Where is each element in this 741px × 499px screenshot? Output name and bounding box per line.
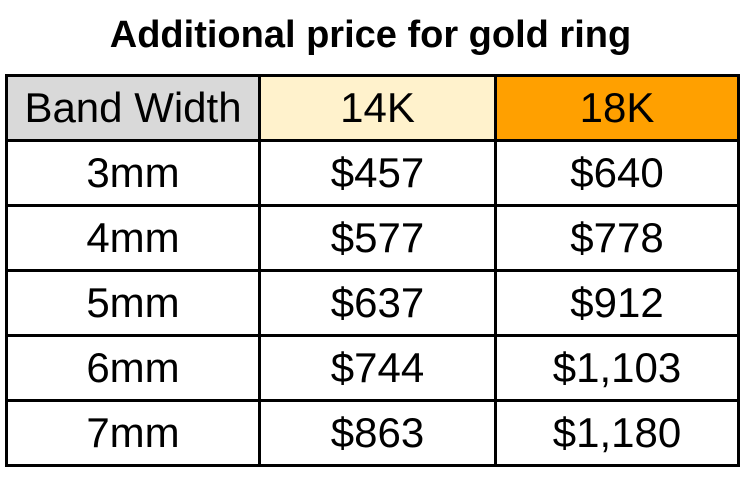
table-row: 7mm $863 $1,180 [5,398,740,467]
price-14k-cell: $637 [258,268,497,337]
price-14k-cell: $744 [258,333,497,402]
band-width-cell: 4mm [5,203,261,272]
table-body: 3mm $457 $640 4mm $577 $778 5mm $637 $912 6mm $744… [5,138,740,467]
price-18k-cell: $778 [494,203,740,272]
price-18k-cell: $640 [494,138,740,207]
gold-ring-price-table: Band Width 14K 18K 3mm $457 $640 4mm $577 $77… [5,73,740,467]
price-14k-cell: $863 [258,398,497,467]
band-width-cell: 7mm [5,398,261,467]
band-width-cell: 3mm [5,138,261,207]
price-14k-cell: $577 [258,203,497,272]
band-width-cell: 5mm [5,268,261,337]
header-band-width: Band Width [5,73,261,142]
price-14k-cell: $457 [258,138,497,207]
price-18k-cell: $1,103 [494,333,740,402]
table-header-row: Band Width 14K 18K [5,73,740,142]
page-title: Additional price for gold ring [109,14,632,56]
header-18k: 18K [494,73,740,142]
table-row: 4mm $577 $778 [5,203,740,272]
table-row: 5mm $637 $912 [5,268,740,337]
header-14k: 14K [258,73,497,142]
table-row: 3mm $457 $640 [5,138,740,207]
band-width-cell: 6mm [5,333,261,402]
price-18k-cell: $912 [494,268,740,337]
price-18k-cell: $1,180 [494,398,740,467]
table-row: 6mm $744 $1,103 [5,333,740,402]
